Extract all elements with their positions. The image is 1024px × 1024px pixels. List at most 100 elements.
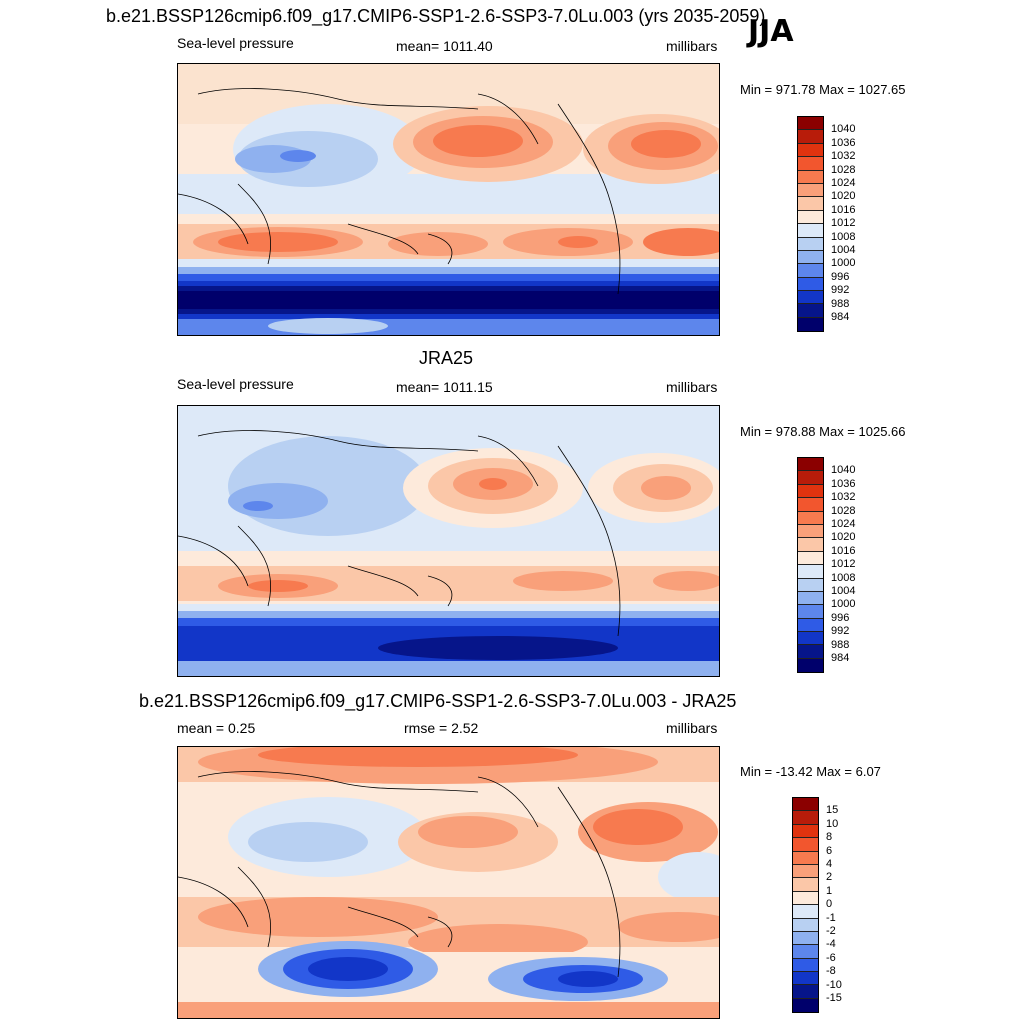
panel3-title: b.e21.BSSP126cmip6.f09_g17.CMIP6-SSP1-2.… — [139, 691, 737, 711]
panel3-colorbar-label: -1 — [826, 911, 836, 924]
panel3-colorbar-label: 15 — [826, 804, 839, 817]
panel1-colorbar-label: 1024 — [831, 177, 856, 189]
panel2-colorbar: 1040 1036 1032 1028 1024 1020 1016 1012 1008 1004… — [797, 457, 855, 674]
panel1-colorbar-swatch — [798, 183, 823, 198]
panel1-colorbar-swatch — [798, 277, 823, 292]
panel3-minmax: Min = -13.42 Max = 6.07 — [740, 764, 881, 779]
panel1-minmax: Min = 971.78 Max = 1027.65 — [740, 82, 906, 97]
panel3-colorbar-swatch — [793, 998, 818, 1013]
panel2-colorbar-label: 992 — [831, 625, 850, 638]
panel3-colorbar-swatch — [793, 878, 818, 892]
panel2-colorbar-swatch — [798, 484, 823, 499]
panel1-colorbar-label: 1008 — [831, 230, 856, 243]
panel2-colorbar-label: 1004 — [831, 585, 856, 597]
panel1-variable: Sea-level pressure — [177, 35, 294, 51]
panel2-colorbar-label: 1024 — [831, 518, 856, 530]
panel2-title: JRA25 — [419, 348, 474, 368]
panel3-colorbar-label: -6 — [826, 951, 836, 964]
panel3-colorbar-swatch — [793, 958, 818, 973]
panel1-colorbar-label: 996 — [831, 270, 850, 283]
panel3-colorbar-swatch — [793, 985, 818, 999]
panel3-colorbar-label: 0 — [826, 898, 833, 911]
panel3-colorbar-swatch — [793, 972, 818, 986]
panel1-colorbar-label: 1028 — [831, 163, 856, 176]
panel3-map — [177, 746, 720, 1019]
panel1-colorbar-label: 1040 — [831, 123, 856, 136]
panel1-colorbar-swatch — [798, 317, 823, 332]
panel2-map — [177, 405, 720, 677]
panel1-colorbar-label: 1032 — [831, 150, 856, 163]
panel1-colorbar-label: 984 — [831, 311, 850, 323]
panel1-colorbar-swatch — [798, 117, 823, 131]
panel2-colorbar-label: 984 — [831, 652, 850, 664]
panel3-colorbar-label: 2 — [826, 871, 833, 884]
panel1-colorbar-swatch — [798, 197, 823, 211]
panel1-title: b.e21.BSSP126cmip6.f09_g17.CMIP6-SSP1-2.… — [106, 6, 766, 26]
panel2-colorbar-label: 1016 — [831, 544, 856, 557]
panel3-colorbar-label: 8 — [826, 831, 833, 844]
panel3-colorbar-swatch — [793, 824, 818, 839]
panel2-mean: mean= 1011.15 — [396, 379, 493, 395]
panel1-colorbar-swatch — [798, 304, 823, 318]
panel3-colorbar-swatch — [793, 851, 818, 865]
panel1-colorbar-label: 1020 — [831, 190, 856, 203]
panel2-colorbar-swatch — [798, 645, 823, 659]
panel2-colorbar-label: 1028 — [831, 504, 856, 517]
panel3-colorbar-swatch — [793, 798, 818, 812]
panel3-colorbar-swatch — [793, 838, 818, 852]
panel2-colorbar-label: 1012 — [831, 558, 856, 571]
panel3-colorbar-label: 10 — [826, 817, 839, 830]
panel2-colorbar-swatch — [798, 618, 823, 633]
panel3-mean: mean = 0.25 — [177, 720, 256, 736]
panel1-colorbar-swatch — [798, 264, 823, 278]
panel3-colorbar-swatch — [793, 945, 818, 959]
panel2-colorbar-label: 1032 — [831, 491, 856, 504]
panel2-variable: Sea-level pressure — [177, 376, 294, 392]
panel2-colorbar-swatch — [798, 511, 823, 525]
panel3-colorbar-swatch — [793, 811, 818, 825]
panel3-colorbar-swatch — [793, 905, 818, 919]
panel2-colorbar-swatch — [798, 524, 823, 539]
panel1-colorbar-swatch — [798, 130, 823, 144]
panel1-colorbar-swatch — [798, 210, 823, 225]
panel2-colorbar-swatch — [798, 538, 823, 552]
panel1-colorbar-swatch — [798, 143, 823, 158]
panel2-colorbar-swatch — [798, 658, 823, 673]
panel2-colorbar-label: 1036 — [831, 477, 856, 490]
panel3-colorbar-label: 4 — [826, 858, 833, 870]
season-label: JJA — [748, 14, 794, 49]
panel1-colorbar-label: 988 — [831, 297, 850, 310]
panel3-colorbar-swatch — [793, 864, 818, 879]
panel2-colorbar-swatch — [798, 551, 823, 566]
panel2-colorbar-label: 996 — [831, 611, 850, 624]
panel2-minmax: Min = 978.88 Max = 1025.66 — [740, 424, 906, 439]
panel3-colorbar-swatch — [793, 918, 818, 932]
panel1-colorbar-swatch — [798, 170, 823, 184]
panel2-colorbar-label: 1020 — [831, 531, 856, 544]
panel3-colorbar-swatch — [793, 931, 818, 946]
panel1-colorbar-swatch — [798, 237, 823, 251]
panel2-colorbar-swatch — [798, 565, 823, 579]
panel2-colorbar-swatch — [798, 578, 823, 592]
panel1-colorbar-label: 992 — [831, 284, 850, 297]
panel2-colorbar-label: 1008 — [831, 571, 856, 584]
panel3-colorbar-swatch — [793, 891, 818, 906]
panel2-colorbar-swatch — [798, 605, 823, 619]
panel1-colorbar-label: 1004 — [831, 244, 856, 256]
panel1-colorbar-label: 1012 — [831, 217, 856, 230]
panel2-units: millibars — [666, 379, 718, 395]
panel3-colorbar-label: -10 — [826, 978, 842, 991]
panel3-colorbar-label: 6 — [826, 844, 833, 857]
panel3-colorbar-label: -4 — [826, 938, 836, 951]
panel1-colorbar-label: 1016 — [831, 203, 856, 216]
panel2-colorbar-label: 1040 — [831, 464, 856, 477]
panel1-colorbar-swatch — [798, 157, 823, 171]
panel1-colorbar-label: 1036 — [831, 136, 856, 149]
panel2-colorbar-label: 1000 — [831, 598, 856, 611]
panel1-colorbar-swatch — [798, 291, 823, 305]
panel3-colorbar-label: 1 — [826, 884, 833, 897]
panel2-colorbar-swatch — [798, 471, 823, 485]
panel3-colorbar-label: -8 — [826, 965, 836, 978]
panel3-units: millibars — [666, 720, 718, 736]
panel1-units: millibars — [666, 38, 718, 54]
